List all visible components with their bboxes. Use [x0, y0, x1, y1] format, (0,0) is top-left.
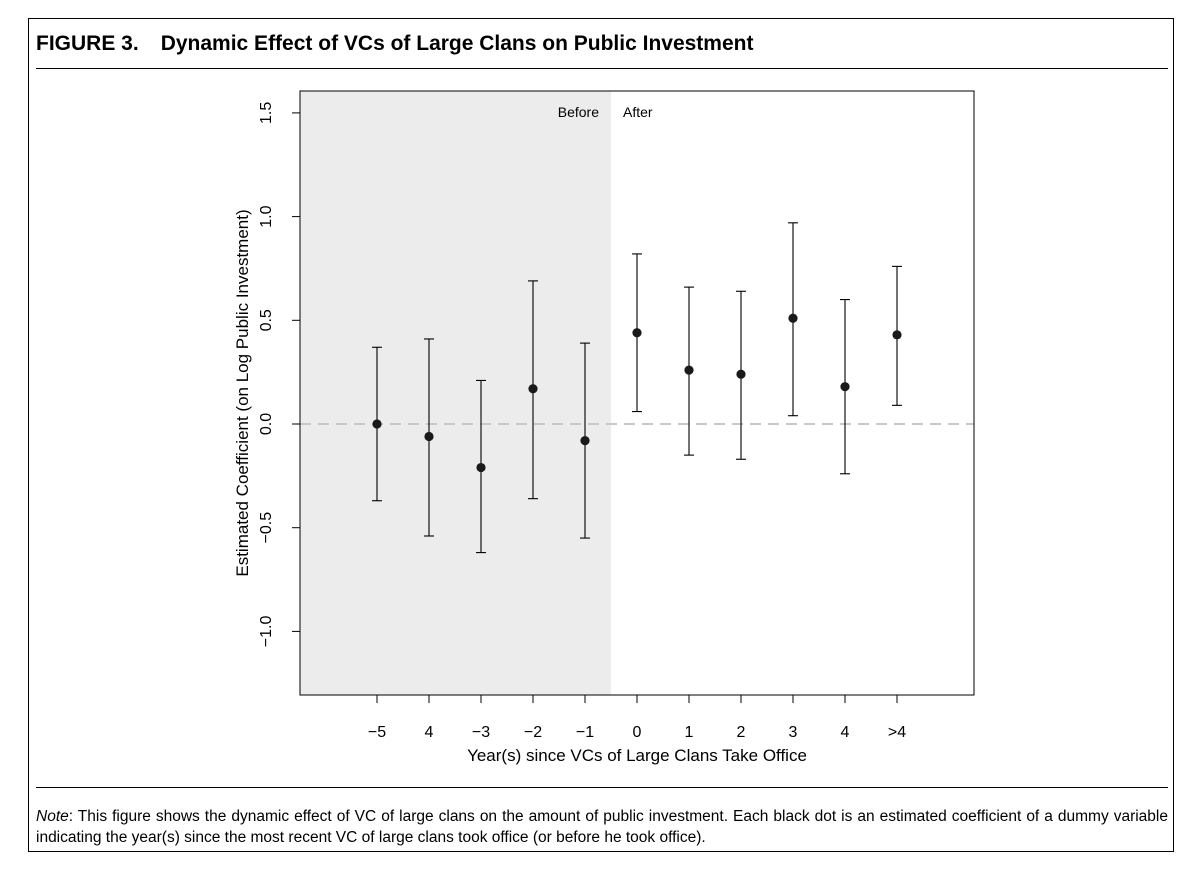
- estimate-point: [684, 365, 694, 375]
- x-tick-label: −5: [368, 724, 386, 741]
- y-tick-label: 0.0: [258, 413, 275, 435]
- y-axis: −1.0 −0.5 0.0 0.5 1.0 1.5: [258, 102, 300, 648]
- chart-svg: Before After −1.0−0.50.00.51.01.5 −5 4 −3−…: [233, 90, 975, 765]
- estimate-point: [892, 330, 902, 340]
- x-tick-label: −2: [524, 724, 542, 741]
- x-tick-label: 0: [633, 724, 642, 741]
- estimate-point: [476, 462, 486, 473]
- x-tick-label: −1: [576, 724, 594, 741]
- y-axis-title: Estimated Coefficient (on Log Public Inv…: [233, 209, 252, 576]
- note-rule: [36, 787, 1168, 788]
- estimate-point: [632, 328, 642, 338]
- region-label-before: Before: [558, 104, 599, 120]
- note-label: Note: [36, 808, 69, 825]
- estimate-point: [736, 369, 746, 379]
- x-tick-label: 3: [789, 724, 798, 741]
- y-tick-label: −1.0: [258, 616, 275, 648]
- figure-frame: [28, 18, 1174, 852]
- y-tick-label: 1.0: [258, 205, 275, 227]
- x-axis-title: Year(s) since VCs of Large Clans Take Of…: [467, 746, 807, 765]
- estimate-point: [788, 313, 798, 323]
- figure-note: Note: This figure shows the dynamic effe…: [36, 806, 1168, 848]
- shaded-before-region: [300, 91, 611, 695]
- x-tick-label: >4: [888, 724, 906, 741]
- x-tick-label: 4: [425, 724, 434, 741]
- region-label-after: After: [623, 104, 653, 120]
- x-axis: −5 4 −3 −2 −1 0 1 2 3 4 >4: [368, 694, 906, 741]
- estimate-point: [528, 384, 538, 394]
- figure-title-text: Dynamic Effect of VCs of Large Clans on …: [160, 32, 754, 55]
- x-tick-label: 2: [737, 724, 746, 741]
- figure-label: FIGURE 3.: [36, 32, 139, 55]
- estimate-point: [424, 431, 434, 442]
- x-tick-label: 4: [841, 724, 850, 741]
- note-text: : This figure shows the dynamic effect o…: [36, 808, 1168, 846]
- y-tick-label: 0.5: [258, 309, 275, 331]
- estimate-point: [372, 419, 382, 429]
- y-tick-label: 1.5: [258, 102, 275, 124]
- estimate-point: [840, 382, 850, 392]
- estimate-point: [580, 435, 590, 446]
- figure-title: FIGURE 3. Dynamic Effect of VCs of Large …: [36, 32, 753, 56]
- chart-marks: [372, 222, 902, 554]
- x-tick-label: −3: [472, 724, 490, 741]
- title-rule: [36, 68, 1168, 69]
- x-tick-label: 1: [685, 724, 694, 741]
- y-tick-label: −0.5: [258, 512, 275, 544]
